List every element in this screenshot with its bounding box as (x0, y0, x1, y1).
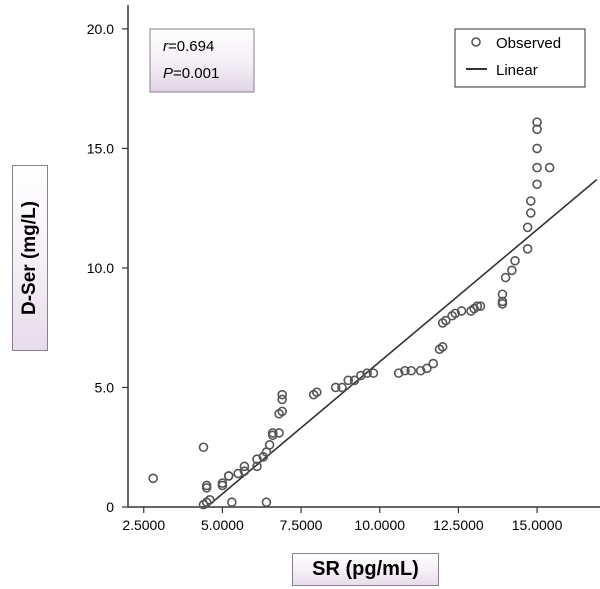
observed-point (311, 387, 322, 398)
observed-point (415, 365, 426, 376)
observed-point (441, 315, 451, 326)
observed-point (532, 117, 542, 127)
observed-point (337, 382, 347, 393)
observed-point (428, 358, 439, 369)
y-axis-title: D-Ser (mg/L) (12, 165, 48, 351)
observed-point (497, 289, 508, 300)
stats-box: r=0.694 P=0.001 (149, 28, 255, 93)
observed-point (274, 428, 284, 438)
legend-observed-marker (471, 37, 481, 47)
observed-point (201, 480, 212, 491)
observed-point (525, 208, 536, 218)
observed-point (148, 473, 158, 484)
observed-point (277, 406, 287, 417)
observed-point (522, 244, 533, 254)
x-axis: 2.5000 5.0000 7.5000 10.0000 12.5000 15.0000 (122, 507, 563, 533)
observed-point (437, 342, 448, 352)
y-tick-label: 5.0 (95, 379, 115, 395)
observed-point (349, 375, 360, 386)
observed-point (497, 296, 508, 307)
observed-point (500, 272, 511, 283)
observed-point (277, 389, 287, 400)
observed-point (356, 370, 366, 381)
observed-point (450, 308, 461, 319)
observed-point (456, 306, 467, 316)
observed-point (277, 394, 287, 405)
observed-point (532, 124, 542, 135)
y-tick-label: 0 (106, 499, 114, 515)
x-tick-label: 5.0000 (201, 517, 244, 533)
r-statistic: r=0.694 (163, 38, 214, 55)
observed-point (252, 461, 262, 472)
observed-point (532, 179, 542, 190)
y-tick-label: 15.0 (87, 140, 114, 156)
observed-point (198, 442, 209, 453)
observed-point (532, 143, 542, 154)
observed-point (239, 461, 250, 472)
observed-point (393, 368, 404, 378)
observed-point (510, 255, 520, 266)
observed-point (239, 466, 250, 476)
observed-point (343, 375, 354, 386)
observed-point (368, 368, 379, 378)
observed-point (362, 368, 372, 378)
observed-point (252, 454, 262, 464)
observed-point (525, 196, 536, 206)
legend-observed-label: Observed (496, 35, 561, 52)
y-tick-label: 10.0 (87, 260, 114, 276)
observed-point (223, 471, 234, 481)
observed-point (475, 301, 486, 312)
x-tick-label: 15.0000 (512, 517, 563, 533)
observed-point (400, 365, 410, 376)
observed-point (532, 162, 542, 173)
x-tick-label: 7.5000 (280, 517, 323, 533)
observed-point (422, 363, 432, 374)
observed-point (544, 162, 555, 173)
observed-point (261, 497, 272, 508)
observed-point (227, 497, 237, 508)
observed-point (406, 365, 417, 376)
legend-linear-label: Linear (496, 62, 538, 79)
observed-point (522, 222, 533, 233)
x-axis-title: SR (pg/mL) (292, 553, 439, 586)
observed-point (330, 382, 341, 393)
observed-point (217, 478, 228, 488)
linear-fit-line (206, 178, 598, 508)
observed-point (264, 440, 275, 450)
x-tick-label: 12.5000 (433, 517, 484, 533)
y-axis: 0 5.0 10.0 15.0 20.0 (87, 21, 128, 515)
observed-point (507, 265, 517, 276)
observed-point (205, 495, 215, 505)
observed-point (233, 468, 243, 479)
observed-point (267, 428, 278, 438)
legend: Observed Linear (454, 28, 586, 88)
linear-fit-segment (206, 178, 598, 508)
observed-point (472, 301, 483, 312)
x-tick-label: 10.0000 (354, 517, 405, 533)
x-tick-label: 2.5000 (122, 517, 165, 533)
stats-box-background (149, 28, 255, 93)
y-tick-label: 20.0 (87, 21, 114, 37)
observed-points (148, 117, 555, 510)
p-statistic: P=0.001 (163, 65, 219, 82)
